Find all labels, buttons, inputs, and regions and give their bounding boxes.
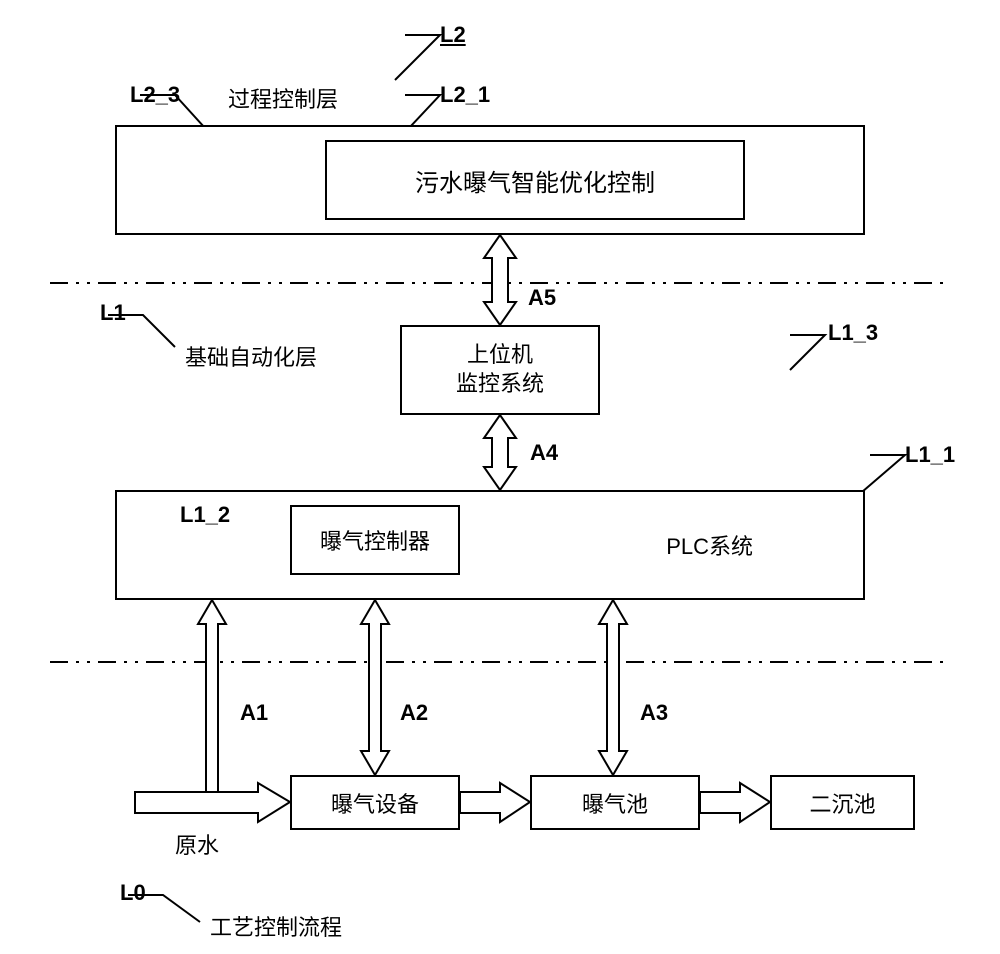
raw-water-label: 原水 (175, 828, 219, 860)
layer0-title: 工艺控制流程 (210, 910, 342, 942)
flow-arrows (0, 0, 1000, 954)
label-L0: L0 (120, 880, 146, 906)
diagram-canvas: 污水曝气智能优化控制 L2 过程控制层 L2_3 L2_1 A5 上位机 监控系… (0, 0, 1000, 954)
